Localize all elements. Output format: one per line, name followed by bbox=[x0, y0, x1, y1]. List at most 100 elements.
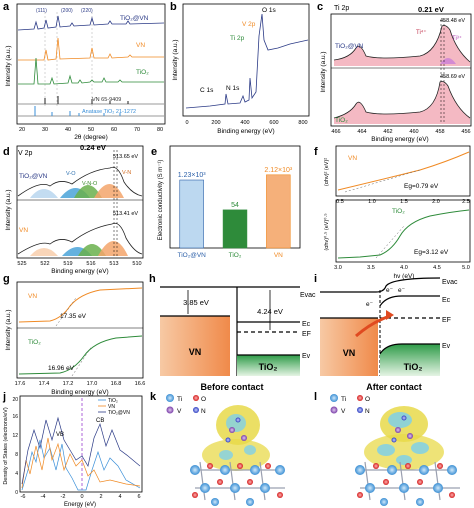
shift-label: 0.21 eV bbox=[418, 5, 444, 14]
x-tick: 516 bbox=[86, 261, 95, 267]
y-axis-label: Density of States (electrons/eV) bbox=[3, 407, 9, 485]
bar-value-label: 2.12×10³ bbox=[264, 167, 292, 174]
vb-label: VB bbox=[56, 432, 64, 438]
series-label: TiO₂ bbox=[392, 208, 405, 215]
x-axis-label: Binding energy (eV) bbox=[51, 268, 108, 275]
ti3-label: Ti³⁺ bbox=[452, 35, 462, 42]
x-tick: 456 bbox=[461, 129, 470, 135]
series-label: VN bbox=[19, 227, 28, 234]
y-tick: 8 bbox=[15, 452, 18, 458]
legend-entry: VN bbox=[108, 404, 115, 410]
panel-letter: f bbox=[314, 146, 318, 158]
panel-letter: j bbox=[2, 391, 6, 403]
peak-label-ti2p: Ti 2p bbox=[230, 35, 245, 42]
panel-letter: k bbox=[150, 391, 157, 403]
x-tick: 2 bbox=[99, 494, 102, 500]
x-tick: 80 bbox=[157, 127, 163, 133]
panel-letter: i bbox=[314, 273, 317, 285]
y-tick: 16 bbox=[12, 414, 18, 420]
vn-block bbox=[160, 316, 230, 376]
category-label: TiO₂@VN bbox=[177, 252, 206, 259]
legend-entry: Ti bbox=[341, 396, 346, 403]
panel-letter: h bbox=[149, 273, 156, 285]
reference-label: VN 65-9409 bbox=[92, 97, 121, 103]
legend-entry: N bbox=[365, 408, 370, 415]
legend-entry: V bbox=[177, 408, 182, 415]
x-tick: 510 bbox=[132, 261, 141, 267]
y-axis-label: Intensity (a.u.) bbox=[172, 39, 179, 80]
x-tick: 5.0 bbox=[462, 265, 470, 271]
bar-value-label: 54 bbox=[231, 202, 239, 209]
component-label: V-N-O bbox=[82, 181, 98, 187]
vn-label: VN bbox=[343, 348, 356, 358]
y-tick: 12 bbox=[12, 433, 18, 439]
x-tick: 0 bbox=[185, 120, 188, 126]
panel-title: Ti 2p bbox=[334, 5, 349, 12]
x-tick: 50 bbox=[88, 127, 94, 133]
x-tick: 600 bbox=[269, 120, 278, 126]
legend-entry: V bbox=[341, 408, 346, 415]
peak-value-bottom: 458.69 eV bbox=[440, 74, 465, 80]
conduction-band bbox=[379, 295, 440, 307]
y-axis-label: Intensity (a.u.) bbox=[5, 189, 12, 230]
component-label: V-N bbox=[122, 170, 131, 176]
tio2-valence-band bbox=[380, 344, 440, 376]
series-label: TiO₂ bbox=[136, 69, 149, 76]
panel-g: g Intensity (a.u.) Binding energy (eV) 1… bbox=[3, 273, 145, 396]
series-label: TiO₂@VN bbox=[120, 15, 149, 22]
peak-value-top: 458.48 eV bbox=[440, 18, 465, 24]
series-label: VN bbox=[136, 42, 145, 49]
peak-label: (200) bbox=[61, 8, 73, 14]
panel-letter: g bbox=[3, 273, 10, 285]
panel-i: i Evac e⁻ e⁻ e⁻ Ec EF Ev VN TiO₂ After c… bbox=[314, 273, 458, 392]
cb-label: CB bbox=[96, 418, 104, 424]
x-tick: 60 bbox=[111, 127, 117, 133]
legend-entry: TiO₂ bbox=[108, 398, 118, 404]
x-tick: 513 bbox=[109, 261, 118, 267]
spectrum-bottom bbox=[17, 222, 143, 255]
series-label: VN bbox=[348, 155, 357, 162]
series-label: VN bbox=[28, 293, 37, 300]
x-tick: 17.2 bbox=[63, 381, 74, 387]
x-tick: 2.0 bbox=[432, 199, 440, 205]
x-tick: 4.0 bbox=[400, 265, 408, 271]
x-tick: 16.6 bbox=[135, 381, 146, 387]
y-axis-label: Intensity (a.u.) bbox=[320, 51, 327, 92]
legend-entry: TiO₂@VN bbox=[108, 410, 130, 416]
evac-label: Evac bbox=[442, 279, 458, 286]
axes-frame bbox=[19, 395, 143, 493]
y-tick: 20 bbox=[12, 397, 18, 403]
x-axis-label: Energy (eV) bbox=[64, 502, 96, 508]
y-axis-label: Intensity (a.u.) bbox=[5, 45, 12, 86]
band-gap-label: Eg=0.79 eV bbox=[404, 183, 439, 190]
band-gap-label: Eg=3.12 eV bbox=[414, 249, 449, 256]
x-tick: 464 bbox=[357, 129, 366, 135]
x-axis-label: 2θ (degree) bbox=[74, 134, 108, 141]
v-atom-icon bbox=[330, 406, 338, 414]
x-tick: 30 bbox=[42, 127, 48, 133]
x-tick: 40 bbox=[65, 127, 71, 133]
panel-letter: c bbox=[317, 1, 323, 13]
vn-label: VN bbox=[189, 347, 202, 357]
x-tick: 0 bbox=[80, 494, 83, 500]
x-tick: 2.5 bbox=[462, 199, 470, 205]
ev-label: Ev bbox=[302, 353, 311, 360]
axes-frame-bottom bbox=[335, 199, 471, 263]
x-ticks: 466 464 462 460 458 456 bbox=[331, 129, 470, 135]
x-axis-label: Binding energy (eV) bbox=[217, 128, 274, 135]
x-tick: 466 bbox=[331, 129, 340, 135]
x-tick: 6 bbox=[137, 494, 140, 500]
x-tick: 400 bbox=[240, 120, 249, 126]
panel-l: l Ti O V N bbox=[314, 391, 460, 506]
x-ticks-bottom: 3.0 3.5 4.0 4.5 5.0 bbox=[334, 265, 470, 271]
series-label: TiO₂@VN bbox=[19, 173, 48, 180]
x-tick: 1.0 bbox=[368, 199, 376, 205]
panel-caption: After contact bbox=[366, 382, 422, 392]
charge-density-structure bbox=[355, 406, 460, 506]
series-label: TiO₂@VN bbox=[335, 43, 364, 50]
x-tick: -4 bbox=[41, 494, 46, 500]
x-ticks: 17.6 17.4 17.2 17.0 16.8 16.6 bbox=[15, 381, 146, 387]
x-tick: 17.0 bbox=[87, 381, 98, 387]
category-label: TiO₂ bbox=[229, 252, 242, 259]
category-label: VN bbox=[274, 252, 283, 259]
